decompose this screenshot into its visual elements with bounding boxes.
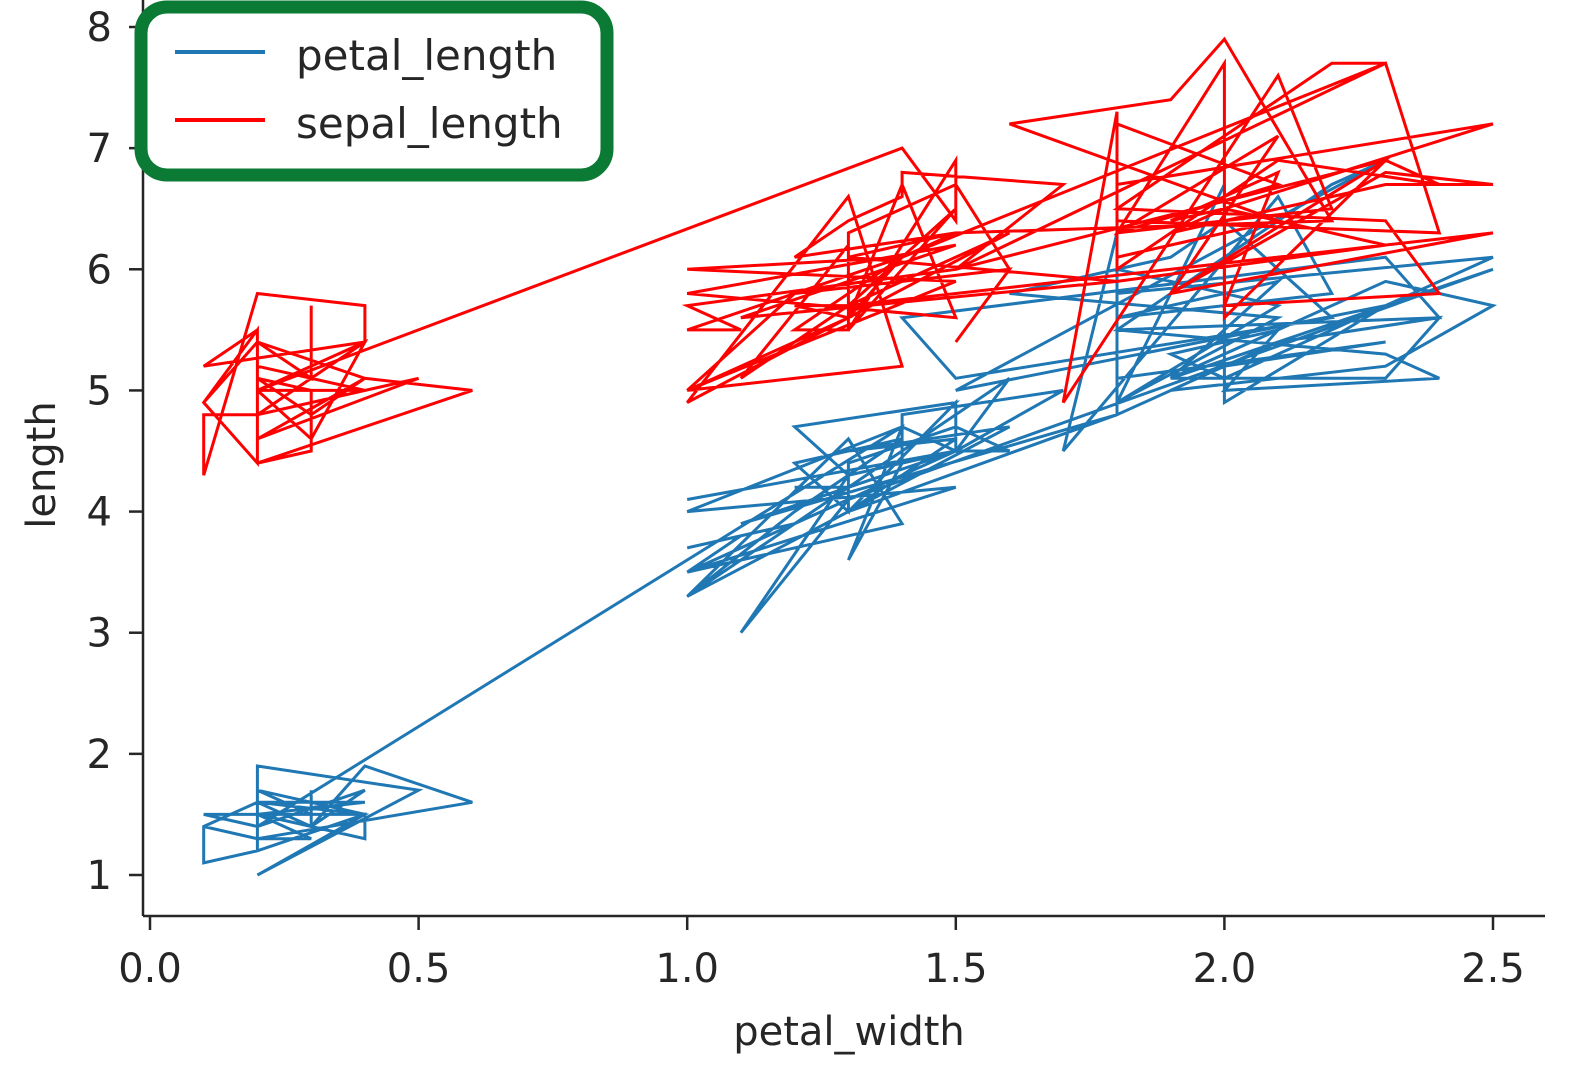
y-tick-label: 5 bbox=[87, 368, 112, 414]
y-tick-label: 3 bbox=[87, 611, 112, 657]
series-line-sepal-length bbox=[201, 36, 1494, 476]
x-tick-label: 2.0 bbox=[1193, 946, 1257, 992]
y-tick-label: 2 bbox=[87, 732, 112, 778]
series-line-petal-length bbox=[202, 158, 1498, 877]
x-axis-label: petal_width bbox=[733, 1009, 965, 1055]
y-ticks: 1 2 3 4 5 6 7 8 bbox=[87, 5, 143, 899]
legend-label-petal-length: petal_length bbox=[296, 31, 557, 80]
y-tick-label: 7 bbox=[87, 126, 112, 172]
y-tick-label: 8 bbox=[87, 5, 112, 51]
x-tick-label: 0.0 bbox=[118, 946, 182, 992]
legend-label-sepal-length: sepal_length bbox=[296, 99, 563, 148]
y-tick-label: 4 bbox=[87, 490, 112, 536]
x-tick-label: 1.0 bbox=[655, 946, 719, 992]
series-layer bbox=[201, 36, 1498, 877]
y-tick-label: 1 bbox=[87, 853, 112, 899]
y-tick-label: 6 bbox=[87, 247, 112, 293]
legend-highlight-box bbox=[134, 0, 614, 182]
x-tick-label: 2.5 bbox=[1461, 946, 1525, 992]
x-ticks: 0.0 0.5 1.0 1.5 2.0 2.5 bbox=[118, 916, 1525, 992]
y-axis-label: length bbox=[19, 401, 65, 529]
x-tick-label: 1.5 bbox=[924, 946, 988, 992]
x-tick-label: 0.5 bbox=[387, 946, 451, 992]
legend: petal_length sepal_length bbox=[134, 0, 614, 182]
